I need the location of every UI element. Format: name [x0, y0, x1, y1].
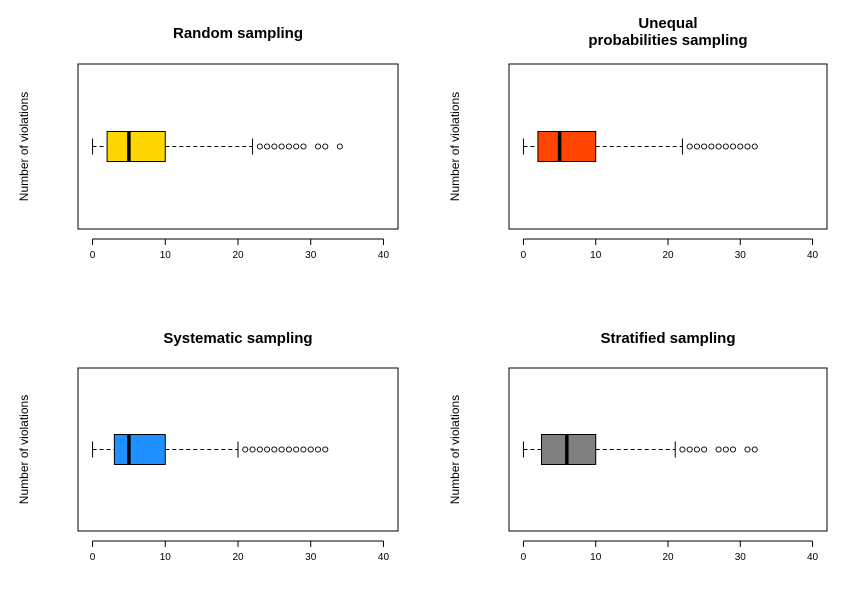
x-tick-label: 20	[232, 552, 244, 563]
outlier-point	[751, 143, 758, 150]
outlier-point	[708, 143, 715, 150]
outlier-point	[722, 143, 729, 150]
x-tick-label: 10	[590, 250, 602, 261]
y-axis-label: Number of violations	[17, 92, 31, 201]
outlier-point	[686, 143, 693, 150]
x-tick-label: 40	[807, 250, 819, 261]
outlier-point	[242, 446, 249, 453]
outlier-point	[293, 143, 300, 150]
chart-title-line: Systematic sampling	[163, 330, 312, 347]
box-iqr	[106, 131, 166, 162]
y-axis-label: Number of violations	[448, 395, 462, 504]
outlier-point	[722, 446, 729, 453]
x-tick-label: 40	[378, 250, 390, 261]
outlier-point	[314, 143, 322, 150]
outlier-point	[336, 143, 343, 150]
outlier-point	[293, 446, 300, 453]
outlier-point	[744, 143, 751, 150]
outlier-point	[271, 446, 278, 453]
outlier-point	[715, 446, 722, 453]
x-tick-label: 10	[160, 552, 172, 563]
outlier-point	[693, 143, 700, 150]
outlier-point	[278, 446, 285, 453]
x-tick-label: 10	[590, 552, 602, 563]
box-iqr	[537, 131, 597, 162]
y-axis-label: Number of violations	[448, 92, 462, 201]
x-tick-label: 0	[521, 250, 527, 261]
plot-frame	[508, 367, 828, 532]
chart-title-line: Random sampling	[173, 25, 303, 42]
chart-title-line: Stratified sampling	[600, 330, 735, 347]
x-tick-label: 30	[305, 552, 317, 563]
box-iqr	[113, 434, 166, 465]
outlier-point	[271, 143, 278, 150]
outlier-point	[322, 446, 329, 453]
plot-frame	[77, 63, 399, 230]
outlier-point	[307, 446, 314, 453]
outlier-point	[256, 446, 263, 453]
x-tick-label: 30	[735, 250, 747, 261]
outlier-point	[278, 143, 285, 150]
outlier-point	[264, 143, 271, 150]
x-tick-label: 0	[90, 250, 96, 261]
outlier-point	[744, 446, 751, 453]
x-tick-label: 30	[305, 250, 317, 261]
outlier-point	[751, 446, 758, 453]
x-tick-label: 40	[378, 552, 390, 563]
outlier-point	[737, 143, 744, 150]
outlier-point	[300, 446, 307, 453]
chart-title-line: Unequal	[638, 15, 697, 32]
outlier-point	[314, 446, 322, 453]
plot-frame	[77, 367, 399, 532]
x-tick-label: 0	[90, 552, 96, 563]
outlier-point	[701, 143, 708, 150]
outlier-point	[285, 143, 292, 150]
chart-panel-3: Systematic sampling Number of violations 0…	[17, 330, 399, 563]
x-tick-label: 20	[662, 552, 674, 563]
x-tick-label: 40	[807, 552, 819, 563]
outlier-point	[256, 143, 263, 150]
outlier-point	[686, 446, 693, 453]
outlier-point	[729, 143, 737, 150]
outlier-point	[264, 446, 271, 453]
outlier-point	[729, 446, 737, 453]
chart-panel-2: Unequal probabilities sampling Number of v…	[448, 15, 828, 261]
x-tick-label: 30	[735, 552, 747, 563]
outlier-point	[679, 446, 686, 453]
chart-title-line: probabilities sampling	[588, 32, 747, 49]
chart-title: Systematic sampling	[163, 330, 312, 347]
chart-panel-4: Stratified sampling Number of violations 0…	[448, 330, 828, 563]
plot-frame	[508, 63, 828, 230]
chart-title: Random sampling	[173, 25, 303, 42]
outlier-point	[249, 446, 256, 453]
chart-title: Unequal probabilities sampling	[588, 15, 747, 49]
x-tick-label: 20	[662, 250, 674, 261]
outlier-point	[701, 446, 708, 453]
x-tick-label: 20	[232, 250, 244, 261]
chart-title: Stratified sampling	[600, 330, 735, 347]
x-tick-label: 0	[521, 552, 527, 563]
outlier-point	[285, 446, 292, 453]
outlier-point	[300, 143, 307, 150]
box-iqr	[541, 434, 597, 465]
chart-panel-1: Random sampling Number of violations 0 10 20…	[17, 25, 399, 261]
x-tick-label: 10	[160, 250, 172, 261]
outlier-point	[693, 446, 700, 453]
outlier-point	[715, 143, 722, 150]
y-axis-label: Number of violations	[17, 395, 31, 504]
outlier-point	[322, 143, 329, 150]
